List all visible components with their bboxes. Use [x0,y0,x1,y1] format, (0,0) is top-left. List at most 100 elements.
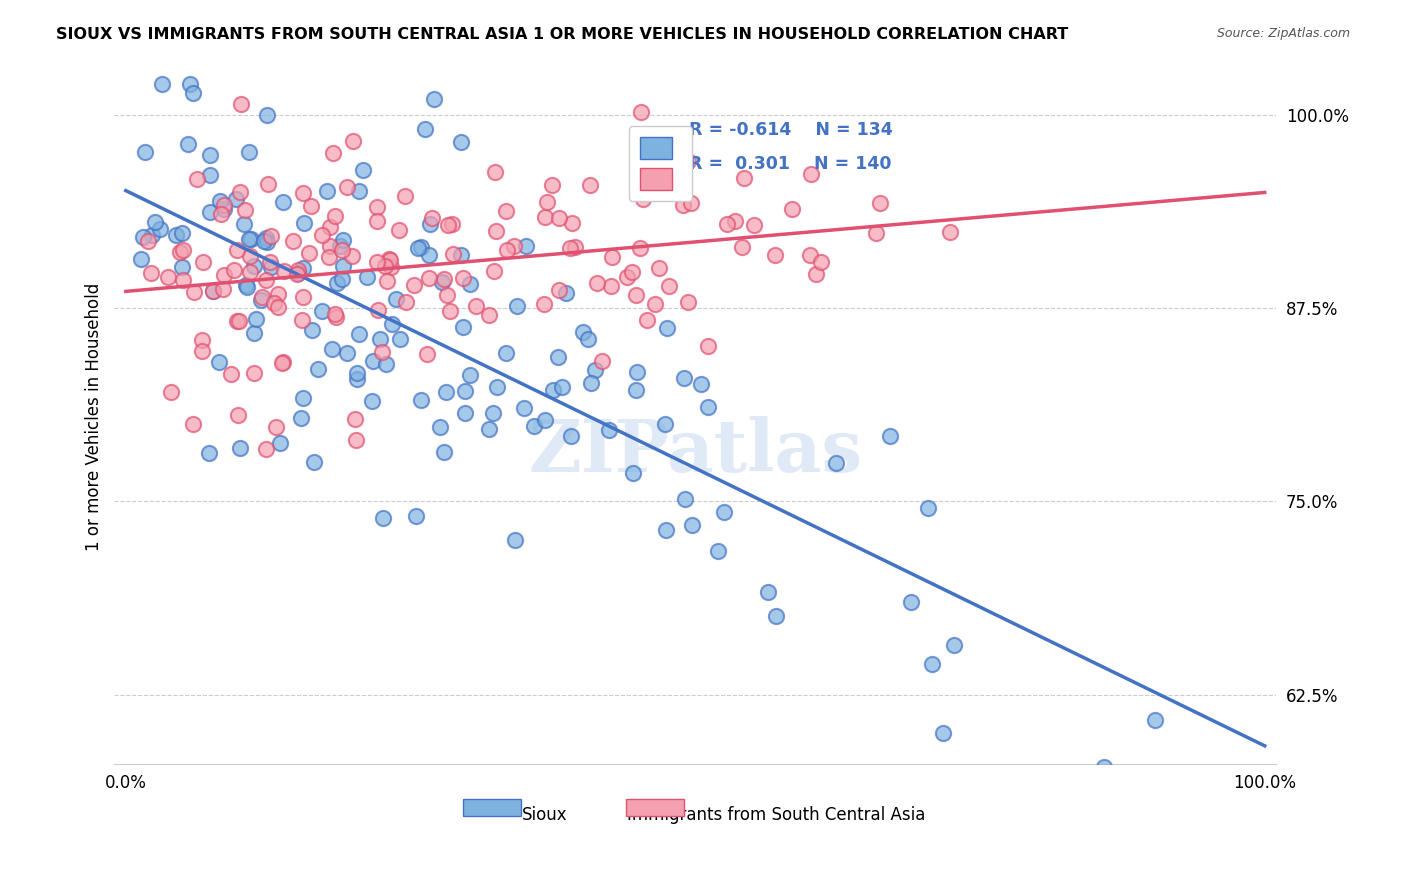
Point [626,383,648,397]
Point [554,286,576,301]
Point [143,214,166,228]
Point [378,252,401,267]
Point [938,225,960,239]
Point [271,195,294,210]
Point [366,254,388,268]
Point [799,248,821,262]
Point [405,509,427,524]
Point [285,267,308,281]
Point [478,308,501,322]
Point [621,265,644,279]
Point [201,284,224,298]
Point [416,346,439,360]
Text: R = -0.614    N = 134: R = -0.614 N = 134 [689,120,893,138]
Point [631,192,654,206]
Point [707,544,730,558]
Point [571,325,593,339]
Point [482,406,505,420]
Point [484,165,506,179]
Point [454,406,477,420]
Point [696,339,718,353]
Point [190,333,212,347]
Point [243,326,266,341]
Point [263,296,285,310]
Point [287,263,309,277]
Point [678,154,700,169]
Point [485,224,508,238]
Point [616,269,638,284]
Point [342,134,364,148]
Point [385,292,408,306]
Point [673,492,696,507]
Point [636,313,658,327]
Point [239,249,262,263]
Point [433,272,456,286]
Point [536,194,558,209]
Point [436,288,458,302]
Point [239,264,262,278]
Point [561,216,583,230]
Point [406,241,429,255]
Point [658,278,681,293]
Point [464,299,486,313]
Point [879,429,901,443]
Point [157,270,180,285]
Point [388,333,411,347]
Point [238,232,260,246]
Point [319,219,342,234]
Point [298,246,321,260]
Point [183,285,205,299]
Point [361,393,384,408]
Point [198,205,221,219]
Point [865,226,887,240]
Point [460,368,482,382]
Point [225,243,247,257]
Point [560,429,582,443]
Text: Immigrants from South Central Asia: Immigrants from South Central Asia [627,806,925,824]
Text: R =  0.301    N = 140: R = 0.301 N = 140 [689,155,891,173]
Point [259,255,281,269]
Point [368,332,391,346]
Point [378,252,401,266]
Point [547,350,569,364]
Point [257,177,280,191]
Point [229,97,252,112]
Point [869,196,891,211]
Point [256,235,278,249]
Text: ZIPatlas: ZIPatlas [529,416,862,487]
Legend: , : , [628,127,692,201]
Point [628,241,651,255]
Point [226,408,249,422]
Point [375,357,398,371]
Point [294,216,316,230]
Point [132,230,155,244]
Point [264,420,287,434]
Point [269,435,291,450]
Point [330,244,353,258]
Point [713,504,735,518]
Point [233,217,256,231]
Point [513,401,536,416]
Point [433,445,456,459]
Point [200,148,222,162]
Point [228,314,250,328]
Point [495,204,517,219]
Point [242,366,264,380]
Point [742,219,765,233]
Point [418,248,440,262]
Point [191,255,214,269]
Point [330,271,353,285]
Point [311,227,333,242]
Point [172,244,194,258]
Point [506,299,529,313]
Point [352,162,374,177]
Point [495,346,517,360]
Point [441,247,464,261]
Point [287,266,309,280]
Point [292,186,315,201]
Point [323,209,346,223]
Point [655,523,678,537]
Point [346,366,368,380]
Point [579,178,602,192]
Y-axis label: 1 or more Vehicles in Household: 1 or more Vehicles in Household [86,282,103,550]
